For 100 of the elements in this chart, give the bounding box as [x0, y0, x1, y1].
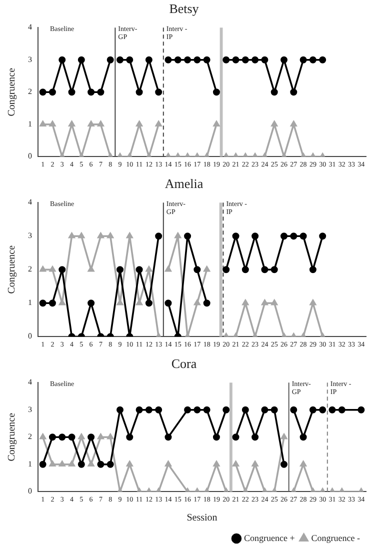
point	[155, 232, 162, 240]
point	[49, 460, 56, 467]
point	[39, 460, 46, 468]
point	[106, 56, 114, 64]
legend-label: Congruence -	[311, 532, 360, 543]
point	[184, 232, 192, 240]
point	[78, 232, 85, 238]
point	[58, 56, 66, 64]
point	[232, 232, 240, 240]
point	[68, 434, 76, 441]
point	[203, 406, 210, 414]
point	[174, 232, 182, 238]
point	[116, 406, 124, 414]
point	[310, 300, 316, 306]
y-tick-label: 2	[28, 87, 32, 96]
point	[58, 460, 66, 467]
point	[290, 88, 298, 96]
point	[319, 232, 326, 240]
y-tick-label: 0	[28, 332, 32, 341]
point	[300, 460, 306, 467]
point	[174, 56, 182, 64]
point	[261, 406, 268, 414]
point	[40, 120, 46, 127]
point	[164, 434, 172, 441]
point	[78, 460, 85, 468]
point	[107, 434, 114, 440]
point	[48, 434, 56, 441]
y-tick-label: 1	[28, 119, 32, 128]
point	[290, 232, 298, 240]
point	[48, 88, 56, 96]
point	[194, 56, 201, 64]
point	[213, 460, 220, 467]
y-tick-label: 4	[28, 378, 32, 387]
point	[68, 120, 75, 127]
chart-title: Cora	[171, 356, 197, 372]
point	[242, 266, 249, 274]
point	[116, 266, 124, 274]
y-axis-title: Congruence	[6, 67, 18, 116]
y-tick-label: 4	[28, 22, 32, 32]
point	[126, 232, 133, 238]
point	[184, 56, 192, 64]
point	[280, 434, 288, 440]
point	[300, 56, 307, 64]
point	[280, 232, 288, 240]
point	[232, 460, 239, 467]
point	[242, 300, 249, 306]
point	[136, 406, 143, 414]
point	[203, 300, 210, 307]
legend-label: Congruence +	[244, 532, 295, 543]
point	[194, 406, 201, 414]
x-axis-title: Session	[186, 512, 218, 524]
point	[106, 460, 114, 468]
point	[88, 120, 94, 127]
y-tick-label: 1	[28, 459, 32, 468]
point	[212, 434, 220, 441]
point	[184, 406, 192, 414]
point	[338, 406, 346, 414]
point	[78, 434, 85, 440]
point	[252, 56, 259, 64]
y-tick-label: 3	[28, 54, 32, 64]
point	[165, 460, 172, 467]
point	[271, 300, 278, 306]
point	[300, 434, 307, 441]
point	[88, 88, 95, 96]
point	[126, 56, 134, 64]
y-tick-label: 2	[28, 264, 32, 274]
point	[213, 120, 220, 127]
point	[290, 120, 297, 127]
point	[309, 56, 316, 64]
point	[145, 406, 152, 414]
point	[319, 406, 326, 414]
point	[39, 88, 46, 96]
point	[270, 88, 278, 96]
point	[136, 120, 142, 127]
point	[252, 232, 259, 240]
point	[271, 120, 278, 127]
point	[261, 266, 268, 274]
point	[116, 300, 124, 306]
point	[78, 56, 85, 64]
point	[280, 460, 288, 468]
point	[68, 460, 75, 467]
point	[126, 434, 134, 441]
point	[290, 406, 298, 414]
point	[309, 406, 316, 414]
point	[88, 460, 94, 467]
point	[58, 266, 66, 274]
point	[146, 266, 152, 272]
point	[280, 56, 288, 64]
point	[194, 266, 201, 274]
point	[116, 56, 124, 64]
point	[58, 300, 66, 306]
point	[212, 88, 220, 96]
y-axis-title: Congruence	[6, 412, 18, 462]
point	[126, 460, 133, 467]
point	[98, 120, 104, 127]
y-tick-label: 3	[28, 231, 32, 240]
point	[242, 56, 249, 64]
point	[203, 56, 210, 64]
point	[107, 232, 114, 238]
y-tick-label: 4	[28, 198, 32, 207]
